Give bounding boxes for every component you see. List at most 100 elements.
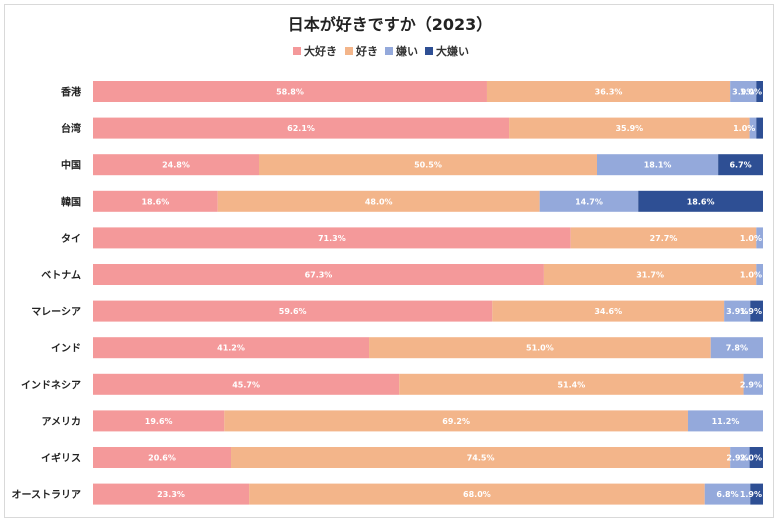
bar-segment-11-0 (93, 483, 250, 505)
data-label-10-3: 2.0% (740, 454, 762, 463)
data-label-6-1: 34.6% (594, 307, 622, 316)
data-label-3-2: 14.7% (575, 197, 603, 206)
bar-segment-6-3 (750, 300, 763, 322)
bar-segment-3-1 (217, 190, 540, 212)
bar-row-6: 59.6% 34.6% 3.9%1.9% (93, 300, 763, 322)
bar-segment-7-2 (710, 337, 763, 359)
data-label-8-0: 45.7% (232, 380, 260, 389)
bar-segment-6-1 (492, 300, 725, 322)
bar-segment-11-1 (249, 483, 705, 505)
bar-segment-0-1 (486, 81, 731, 102)
bar-row-4: 71.3% 27.7% 1.0% (93, 227, 763, 249)
bar-row-0: 58.8% 36.3% 3.9%1.0% (93, 81, 763, 102)
category-label-2: 中国 (61, 159, 81, 172)
data-label-3-1: 48.0% (365, 197, 393, 206)
category-label-10: イギリス (41, 452, 81, 465)
data-label-5-2: 1.0% (740, 271, 762, 280)
bar-segment-2-0 (93, 154, 259, 176)
category-label-11: オーストラリア (12, 489, 82, 501)
data-label-0-2: 3.9% (732, 88, 754, 97)
category-label-7: インド (51, 343, 81, 355)
legend-swatch-0 (293, 47, 301, 55)
chart-frame: 日本が好きですか（2023） 大好き 好き 嫌い 大嫌い 香港 台湾 中国 韓国 タイ ベトナム… (4, 4, 774, 518)
data-label-2-0: 24.8% (162, 161, 190, 170)
bar-segment-10-3 (749, 447, 763, 468)
bar-segment-9-1 (224, 410, 688, 432)
bar-segment-1-0 (93, 117, 510, 139)
data-label-4-1: 27.7% (650, 234, 678, 243)
data-label-2-2: 18.1% (644, 161, 672, 170)
data-label-11-0: 23.3% (157, 490, 185, 499)
data-label-7-0: 41.2% (217, 344, 245, 353)
data-label-11-1: 68.0% (463, 490, 491, 499)
bar-segment-5-2 (756, 264, 763, 285)
bar-segment-9-2 (687, 410, 763, 432)
bar-row-2: 24.8% 50.5% 18.1% 6.7% (93, 154, 763, 176)
bar-segment-3-3 (638, 190, 763, 212)
data-label-9-0: 19.6% (145, 417, 173, 426)
data-label-5-0: 67.3% (305, 271, 333, 280)
bar-segment-1-3 (756, 117, 763, 139)
data-label-2-1: 50.5% (414, 161, 442, 170)
bar-segment-1-1 (509, 117, 750, 139)
legend-label-3: 大嫌い (436, 44, 469, 58)
bar-segment-10-2 (730, 447, 750, 468)
category-label-6: マレーシア (31, 306, 81, 318)
legend-label-1: 好き (355, 44, 378, 58)
bar-row-8: 45.7% 51.4% 2.9% (93, 373, 763, 395)
bar-segment-10-1 (231, 447, 731, 468)
bar-segment-6-0 (93, 300, 493, 322)
bar-segment-9-0 (93, 410, 225, 432)
bar-segment-10-0 (93, 447, 232, 468)
data-label-2-3: 6.7% (729, 161, 751, 170)
data-label-0-3: 1.0% (740, 88, 762, 97)
legend-swatch-2 (385, 47, 393, 55)
data-label-1-1: 35.9% (615, 124, 643, 133)
legend-swatch-3 (425, 47, 433, 55)
data-label-8-1: 51.4% (557, 380, 585, 389)
bar-row-11: 23.3% 68.0% 6.8% 1.9% (93, 483, 763, 505)
data-label-0-0: 58.8% (276, 88, 304, 97)
data-label-3-3: 18.6% (687, 197, 715, 206)
data-label-7-2: 7.8% (726, 344, 748, 353)
data-label-10-0: 20.6% (148, 454, 176, 463)
legend: 大好き 好き 嫌い 大嫌い (293, 44, 469, 58)
chart-title: 日本が好きですか（2023） (288, 15, 493, 34)
bar-row-7: 41.2% 51.0% 7.8% (93, 337, 763, 359)
bar-segment-1-2 (749, 117, 757, 139)
bar-row-1: 62.1% 35.9% 1.0% (93, 117, 763, 139)
bar-segment-8-2 (743, 373, 763, 395)
category-labels: 香港台湾中国韓国タイベトナムマレーシアインドインドネシアアメリカイギリスオースト… (12, 86, 82, 502)
bar-segment-7-0 (93, 337, 370, 359)
bar-segment-0-3 (756, 81, 763, 102)
legend-swatch-1 (345, 47, 353, 55)
category-label-5: ベトナム (41, 270, 81, 282)
data-label-4-0: 71.3% (318, 234, 346, 243)
bar-segment-4-2 (756, 227, 763, 249)
bar-segment-5-1 (543, 264, 757, 285)
bar-segment-7-1 (369, 337, 711, 359)
data-label-7-1: 51.0% (526, 344, 554, 353)
bar-row-5: 67.3% 31.7% 1.0% (93, 264, 763, 285)
bar-segment-0-0 (93, 81, 487, 102)
category-label-0: 香港 (61, 86, 82, 99)
bar-segment-2-1 (258, 154, 598, 176)
data-label-10-1: 74.5% (467, 454, 495, 463)
bar-row-9: 19.6% 69.2% 11.2% (93, 410, 763, 432)
bar-segment-5-0 (93, 264, 544, 285)
bar-row-3: 18.6% 48.0% 14.7% 18.6% (93, 190, 763, 212)
bar-segment-6-2 (724, 300, 751, 322)
data-label-11-3: 1.9% (740, 490, 762, 499)
bar-segment-11-3 (750, 483, 763, 505)
category-label-8: インドネシア (21, 379, 81, 391)
bars: 58.8% 36.3% 3.9%1.0%62.1% 35.9% 1.0%24.8% 50.… (93, 81, 763, 505)
category-label-1: 台湾 (61, 122, 81, 135)
bar-segment-2-2 (597, 154, 719, 176)
bar-segment-0-2 (730, 81, 757, 102)
data-label-1-2: 1.0% (733, 124, 755, 133)
bar-segment-4-0 (93, 227, 571, 249)
data-label-10-2: 2.9% (726, 454, 748, 463)
bar-segment-3-0 (93, 190, 218, 212)
data-label-3-0: 18.6% (141, 197, 169, 206)
legend-label-0: 大好き (304, 44, 337, 58)
